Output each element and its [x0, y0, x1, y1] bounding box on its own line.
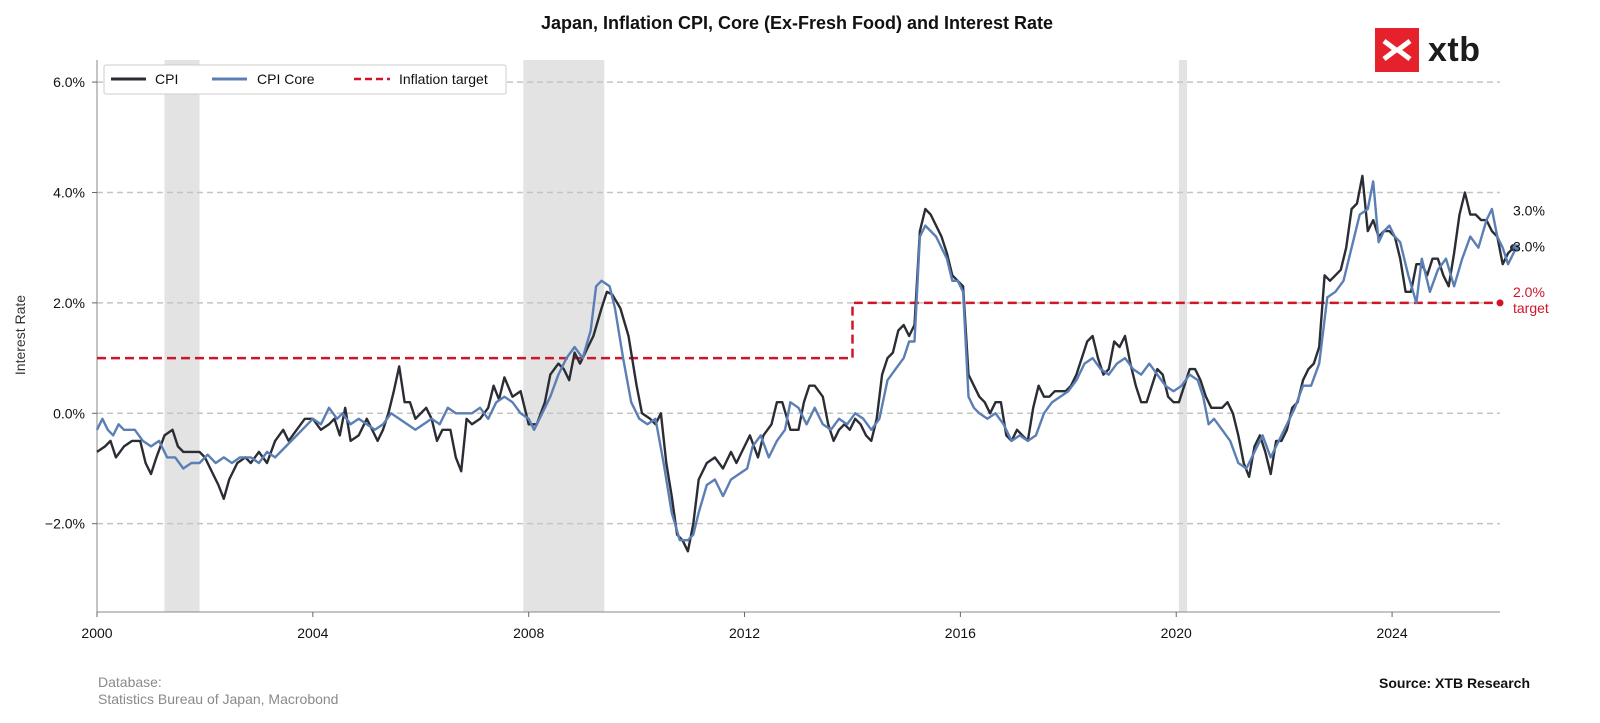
x-tick-label: 2012	[729, 625, 760, 641]
series-line-cpi	[96, 174, 1515, 553]
chart-title: Japan, Inflation CPI, Core (Ex-Fresh Foo…	[541, 13, 1053, 33]
y-tick-label: 0.0%	[53, 405, 85, 421]
axes	[96, 60, 1500, 613]
legend-box	[103, 64, 507, 95]
y-tick-labels: −2.0% 0.0% 2.0% 4.0% 6.0%	[45, 74, 97, 532]
y-tick-label: 2.0%	[53, 295, 85, 311]
x-tick-labels: 2000 2004 2008 2012 2016 2020 2024	[81, 612, 1408, 641]
legend: CPI CPI Core Inflation target	[103, 64, 507, 95]
end-label-value: 3.0%	[1513, 203, 1545, 219]
end-label-sublabel: target	[1513, 300, 1549, 316]
x-tick-label: 2000	[81, 625, 112, 641]
shaded-periods	[164, 60, 1188, 612]
xtb-logo-text: xtb	[1428, 30, 1481, 69]
legend-label-cpi-core: CPI Core	[257, 71, 315, 87]
y-tick-label: 6.0%	[53, 74, 85, 90]
series-lines	[95, 174, 1520, 553]
xtb-logo-mark	[1375, 28, 1419, 72]
shaded-period-1	[523, 60, 605, 612]
x-tick-label: 2008	[513, 625, 544, 641]
database-label: Database:	[98, 674, 162, 690]
x-tick-label: 2016	[945, 625, 976, 641]
y-tick-label: −2.0%	[45, 516, 85, 532]
source-note: Source: XTB Research	[1379, 675, 1530, 691]
series-line-inflation-target	[97, 301, 1500, 360]
x-tick-label: 2020	[1161, 625, 1192, 641]
series-end-marker	[1512, 244, 1520, 252]
shaded-period-0	[164, 60, 200, 612]
xtb-logo: xtb	[1375, 28, 1481, 72]
x-icon	[1382, 39, 1412, 61]
legend-label-cpi: CPI	[155, 71, 178, 87]
legend-label-inflation-target: Inflation target	[399, 71, 488, 87]
x-tick-label: 2004	[297, 625, 328, 641]
database-note: Database: Statistics Bureau of Japan, Ma…	[98, 674, 338, 708]
y-tick-label: 4.0%	[53, 184, 85, 200]
x-tick-label: 2024	[1376, 625, 1407, 641]
end-label-value: 2.0%	[1513, 284, 1545, 300]
database-source: Statistics Bureau of Japan, Macrobond	[98, 691, 339, 707]
shaded-period-2	[1178, 60, 1188, 612]
y-axis-label: Interest Rate	[12, 295, 28, 375]
series-line-cpi-core	[95, 180, 1518, 542]
series-end-marker	[1496, 299, 1504, 307]
end-labels: 3.0% 3.0% 2.0%target	[1513, 203, 1549, 316]
end-label-value: 3.0%	[1513, 239, 1545, 255]
